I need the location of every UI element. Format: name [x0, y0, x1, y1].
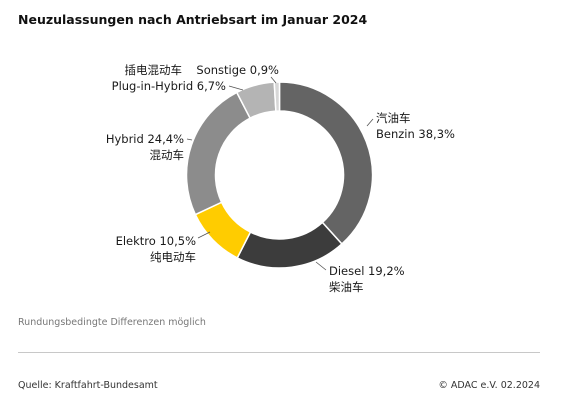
copyright-text: © ADAC e.V. 02.2024: [438, 380, 540, 391]
slice-label-sonstige-0: Sonstige 0,9%: [196, 63, 279, 77]
source-text: Quelle: Kraftfahrt-Bundesamt: [18, 380, 158, 391]
slice-label-elektro-0: Elektro 10,5%: [116, 234, 196, 248]
leader-line-elektro: [197, 231, 211, 239]
leader-line-plug-in-hybrid: [228, 85, 244, 91]
leader-line-diesel: [315, 261, 327, 271]
slice-label-hybrid-1: 混动车: [150, 148, 185, 162]
leader-line-hybrid: [186, 138, 193, 141]
slice-label-benzin-0: 汽油车: [376, 111, 411, 125]
rounding-note: Rundungsbedingte Differenzen möglich: [18, 317, 206, 328]
slice-label-diesel-0: Diesel 19,2%: [329, 264, 405, 278]
slice-benzin: [278, 81, 374, 246]
leader-line-benzin: [366, 118, 374, 127]
slice-diesel: [236, 221, 343, 269]
slice-hybrid: [185, 91, 252, 216]
slice-label-hybrid-0: Hybrid 24,4%: [106, 132, 184, 146]
slice-label-elektro-1: 纯电动车: [150, 250, 196, 264]
chart-title: Neuzulassungen nach Antriebsart im Janua…: [18, 12, 368, 27]
divider: [18, 352, 540, 353]
slice-sonstige: [273, 81, 281, 112]
slice-label-plug-in-hybrid-1: Plug-in-Hybrid 6,7%: [112, 79, 226, 93]
slice-label-plug-in-hybrid-0: 插电混动车: [125, 63, 183, 77]
slice-label-benzin-1: Benzin 38,3%: [376, 127, 455, 141]
slice-label-diesel-1: 柴油车: [329, 280, 364, 294]
leader-line-sonstige: [270, 76, 277, 84]
